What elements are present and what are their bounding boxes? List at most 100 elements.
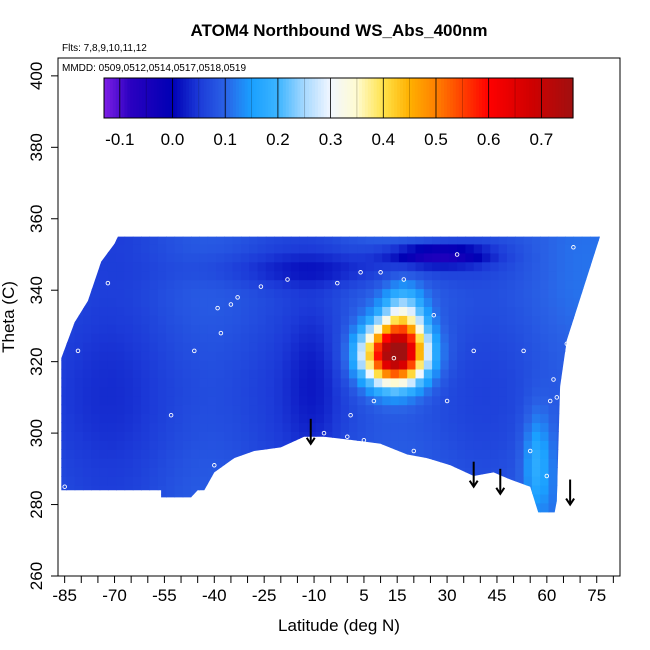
field-cell	[99, 476, 109, 486]
field-cell	[182, 467, 192, 477]
field-cell	[548, 252, 558, 263]
field-cell	[523, 476, 533, 486]
field-cell	[423, 279, 433, 290]
field-cell	[390, 306, 400, 316]
field-cell	[548, 502, 558, 513]
field-cell	[556, 476, 566, 486]
field-cell	[498, 261, 508, 272]
field-cell	[240, 422, 250, 432]
colorbar-swatch	[218, 78, 222, 118]
field-cell	[99, 404, 109, 415]
field-cell	[531, 440, 541, 450]
field-cell	[307, 386, 317, 397]
field-cell	[274, 288, 284, 298]
field-cell	[240, 243, 250, 254]
field-cell	[199, 377, 209, 388]
field-cell	[590, 261, 600, 272]
field-cell	[482, 467, 491, 477]
field-cell	[548, 368, 558, 379]
field-cell	[590, 377, 600, 388]
field-cell	[498, 252, 508, 263]
field-cell	[299, 226, 308, 236]
field-cell	[174, 458, 184, 468]
field-cell	[99, 449, 109, 459]
field-cell	[290, 422, 300, 432]
field-cell	[141, 404, 151, 415]
field-cell	[282, 324, 292, 334]
colorbar-swatch	[106, 78, 111, 118]
field-cell	[199, 270, 209, 281]
field-cell	[398, 377, 408, 388]
field-cell	[74, 342, 84, 352]
field-cell	[432, 279, 442, 290]
field-cell	[116, 279, 126, 290]
field-cell	[265, 279, 275, 290]
field-cell	[590, 359, 600, 370]
field-cell	[565, 422, 575, 432]
field-cell	[531, 502, 541, 513]
field-cell	[207, 502, 217, 513]
field-cell	[482, 261, 491, 272]
field-cell	[390, 252, 400, 263]
field-cell	[482, 324, 491, 334]
field-cell	[91, 226, 100, 236]
field-cell	[506, 350, 516, 361]
field-cell	[340, 288, 350, 298]
field-cell	[490, 342, 500, 352]
field-cell	[107, 288, 117, 298]
colorbar-swatch	[543, 78, 548, 118]
field-cell	[490, 476, 500, 486]
field-cell	[457, 342, 467, 352]
field-cell	[315, 404, 325, 415]
field-cell	[315, 261, 325, 272]
field-cell	[340, 368, 350, 379]
x-tick-label: 15	[388, 586, 407, 605]
field-cell	[174, 350, 184, 361]
field-cell	[457, 297, 467, 307]
field-cell	[107, 484, 117, 495]
field-cell	[207, 279, 217, 290]
field-cell	[166, 476, 176, 486]
field-cell	[531, 261, 541, 272]
sample-point	[411, 448, 417, 454]
field-cell	[573, 484, 583, 495]
field-cell	[373, 350, 383, 361]
field-cell	[132, 422, 142, 432]
sample-points	[62, 245, 576, 489]
field-cell	[531, 413, 541, 424]
field-cell	[324, 404, 333, 415]
field-cell	[340, 252, 350, 263]
field-cell	[324, 306, 333, 316]
field-cell	[340, 395, 350, 406]
field-cell	[498, 493, 508, 504]
field-cell	[282, 359, 292, 370]
colorbar-swatch	[408, 78, 413, 118]
field-cell	[149, 493, 159, 504]
field-cell	[199, 333, 209, 343]
field-cell	[390, 377, 400, 388]
field-cell	[357, 324, 367, 334]
field-cell	[240, 493, 250, 504]
field-cell	[124, 306, 134, 316]
field-cell	[432, 342, 442, 352]
field-cell	[232, 377, 242, 388]
field-cell	[240, 315, 250, 325]
field-cell	[124, 297, 134, 307]
field-cell	[365, 333, 375, 343]
field-cell	[199, 386, 209, 397]
field-cell	[590, 368, 600, 379]
field-cell	[116, 449, 126, 459]
field-cell	[473, 350, 483, 361]
field-cell	[490, 315, 500, 325]
flights-note: Flts: 7,8,9,10,11,12	[62, 43, 147, 54]
field-cell	[482, 297, 491, 307]
field-cell	[107, 440, 117, 450]
field-cell	[407, 422, 417, 432]
field-cell	[207, 476, 217, 486]
field-cell	[407, 359, 417, 370]
field-cell	[107, 476, 117, 486]
field-cell	[315, 350, 325, 361]
field-cell	[573, 431, 583, 441]
field-cell	[199, 368, 209, 379]
field-cell	[448, 440, 458, 450]
